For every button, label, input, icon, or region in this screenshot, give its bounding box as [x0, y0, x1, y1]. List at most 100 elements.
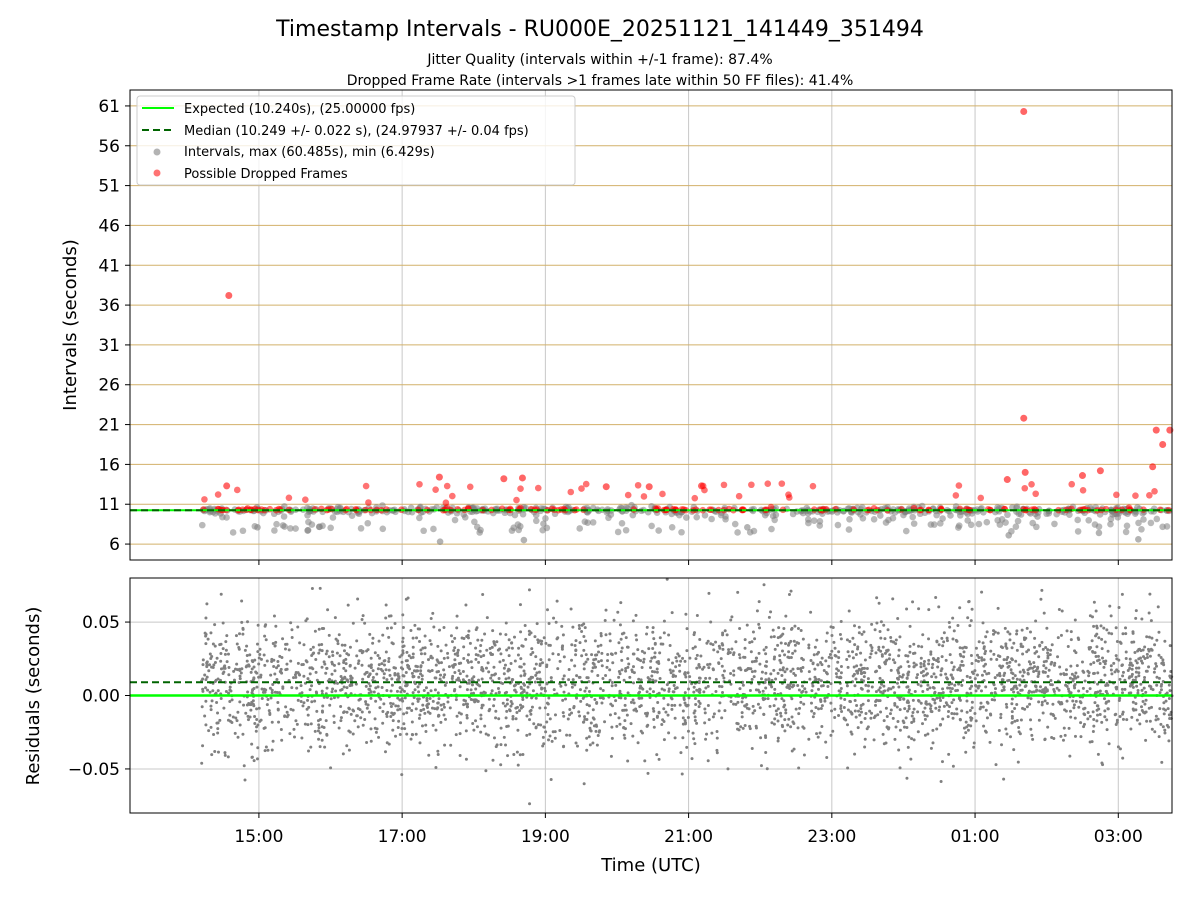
residual-point: [218, 718, 222, 722]
residual-point: [384, 616, 388, 620]
residual-point: [255, 642, 259, 646]
residual-point: [802, 753, 806, 757]
residual-point: [421, 646, 425, 650]
residual-point: [1093, 651, 1097, 655]
residual-point: [937, 643, 941, 647]
residual-point: [595, 743, 599, 747]
residual-point: [580, 629, 584, 633]
residual-point: [511, 714, 515, 718]
residual-point: [336, 681, 340, 685]
residual-point: [1127, 691, 1131, 695]
residual-point: [811, 684, 815, 688]
residual-point: [401, 674, 405, 678]
residual-point: [1021, 674, 1025, 678]
residual-point: [1101, 656, 1105, 660]
residual-point: [531, 650, 535, 654]
residual-point: [1064, 709, 1068, 713]
residual-point: [570, 685, 574, 689]
residual-point: [1092, 724, 1096, 728]
residual-point: [1139, 649, 1143, 653]
residual-point: [405, 706, 409, 710]
residual-point: [1002, 777, 1006, 781]
residual-point: [294, 675, 298, 679]
interval-point: [292, 525, 299, 532]
residual-point: [666, 713, 670, 717]
residual-point: [780, 697, 784, 701]
residual-point: [898, 708, 902, 712]
residual-point: [787, 641, 791, 645]
residual-point: [489, 676, 493, 680]
residual-point: [204, 632, 208, 636]
residual-point: [683, 659, 687, 663]
residual-point: [382, 659, 386, 663]
residual-point: [582, 662, 586, 666]
residual-point: [274, 624, 278, 628]
residual-point: [1106, 707, 1110, 711]
residual-point: [762, 648, 766, 652]
residual-point: [1049, 679, 1053, 683]
residual-point: [519, 703, 523, 707]
residual-point: [383, 750, 387, 754]
dropped-frame-outlier: [1020, 414, 1028, 422]
residual-point: [604, 633, 608, 637]
residual-point: [1159, 656, 1163, 660]
dropped-frame-outlier: [1003, 476, 1011, 484]
residual-point: [787, 593, 791, 597]
residual-point: [1015, 703, 1019, 707]
residual-point: [741, 683, 745, 687]
residual-point: [1085, 689, 1089, 693]
residuals-ytick-label: 0.00: [82, 687, 120, 707]
residual-point: [1139, 682, 1143, 686]
residual-point: [212, 733, 216, 737]
residual-point: [213, 660, 217, 664]
residual-point: [1128, 684, 1132, 688]
residual-point: [898, 766, 902, 770]
interval-point: [287, 525, 294, 532]
residual-point: [585, 748, 589, 752]
residual-point: [796, 684, 800, 688]
residual-point: [946, 686, 950, 690]
interval-point: [834, 521, 842, 529]
residual-point: [485, 648, 489, 652]
interval-point: [858, 503, 866, 511]
residual-point: [571, 625, 575, 629]
residual-point: [329, 766, 333, 770]
residual-point: [409, 629, 413, 633]
residual-point: [1008, 632, 1012, 636]
residual-point: [917, 644, 921, 648]
residual-point: [690, 757, 694, 761]
residual-point: [648, 696, 652, 700]
residual-point: [238, 669, 242, 673]
residual-point: [953, 683, 957, 687]
residual-point: [1009, 735, 1013, 739]
residual-point: [1131, 707, 1135, 711]
residual-point: [659, 642, 663, 646]
residual-point: [1041, 711, 1045, 715]
residual-point: [896, 617, 900, 621]
residual-point: [342, 666, 346, 670]
dropped-frame-point: [1021, 484, 1029, 492]
residual-point: [1002, 688, 1006, 692]
residual-point: [910, 737, 914, 741]
residual-point: [1167, 683, 1171, 687]
dropped-frame-point: [442, 499, 450, 507]
residual-point: [925, 672, 929, 676]
interval-point: [693, 513, 701, 521]
residual-point: [420, 724, 424, 728]
residual-point: [829, 701, 833, 705]
residual-point: [749, 650, 753, 654]
residual-point: [364, 684, 368, 688]
residual-point: [863, 666, 867, 670]
residual-point: [320, 643, 324, 647]
residual-point: [1118, 677, 1122, 681]
residual-point: [994, 763, 998, 767]
residual-point: [635, 638, 639, 642]
residual-point: [1160, 760, 1164, 764]
residual-point: [643, 651, 647, 655]
residual-point: [1156, 717, 1160, 721]
interval-outlier: [304, 527, 311, 534]
residual-point: [814, 705, 818, 709]
residual-point: [853, 752, 857, 756]
residual-point: [527, 588, 531, 592]
intervals-ytick-label: 26: [98, 376, 120, 396]
